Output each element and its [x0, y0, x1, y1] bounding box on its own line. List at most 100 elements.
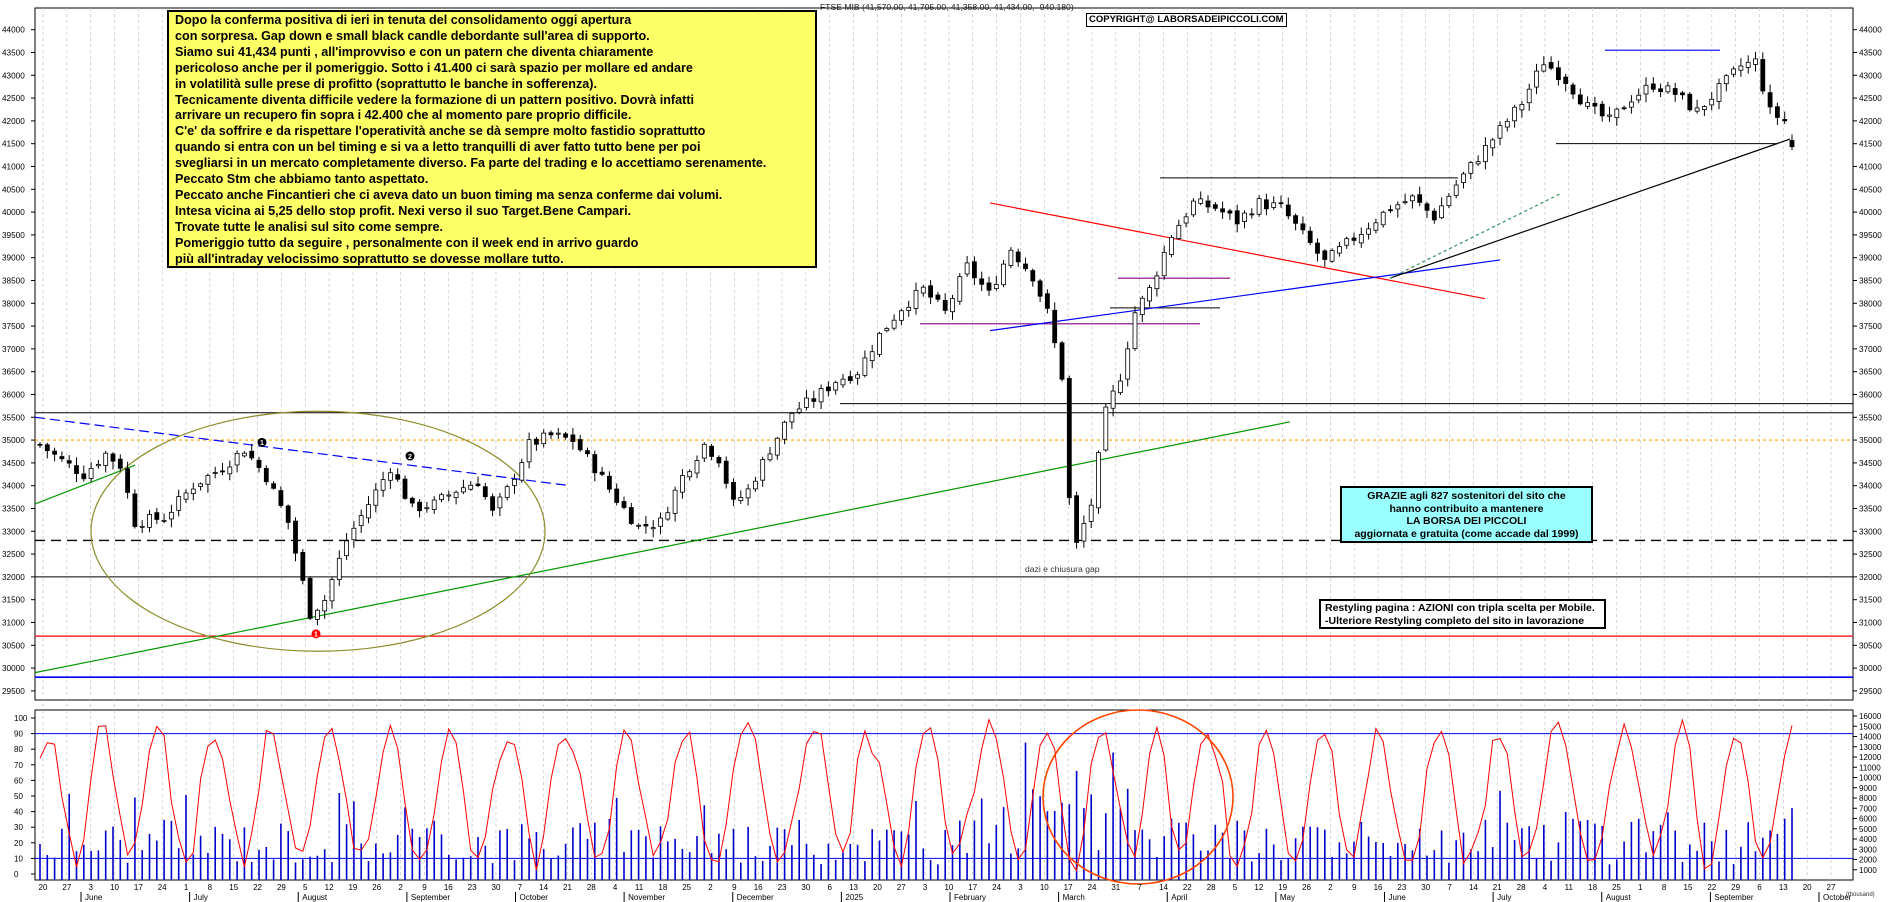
- price-tick-label-right: 35000: [1859, 436, 1882, 445]
- vol-tick-label: 12000: [1859, 753, 1882, 762]
- candle-down: [1548, 62, 1554, 69]
- candle-down: [1220, 208, 1225, 213]
- price-tick-label-right: 35500: [1859, 413, 1882, 422]
- vol-tick-label: 13000: [1859, 743, 1882, 752]
- candle-down: [59, 456, 65, 460]
- candle-up: [1380, 211, 1386, 226]
- pattern-marker-label-2: 2: [408, 454, 412, 461]
- candle-down: [1351, 237, 1357, 241]
- pattern-marker-1: [257, 437, 267, 447]
- month-tick-label: February: [954, 893, 986, 902]
- vol-tick-label: 7000: [1859, 804, 1877, 813]
- price-tick-label-left: 29500: [2, 687, 25, 696]
- candle-up: [497, 496, 503, 509]
- candle-up: [818, 388, 824, 403]
- candle-up: [1731, 68, 1736, 75]
- candle-up: [1183, 216, 1189, 224]
- candle-down: [1074, 495, 1079, 543]
- osc-tick-label: 10: [14, 854, 23, 863]
- candle-down: [1307, 230, 1313, 243]
- candle-up: [1337, 246, 1342, 254]
- candle-up: [227, 466, 233, 475]
- price-tick-label-right: 40000: [1859, 208, 1882, 217]
- candle-down: [1052, 309, 1058, 344]
- price-tick-label-left: 30000: [2, 664, 25, 673]
- candle-up: [424, 507, 430, 510]
- price-tick-label-right: 34000: [1859, 482, 1882, 491]
- price-panel-frame: [34, 7, 1854, 701]
- candle-up: [176, 496, 182, 511]
- candle-up: [920, 286, 926, 294]
- candle-up: [1147, 287, 1152, 302]
- commentary-line-4: pericoloso anche per il pomeriggio. Sott…: [175, 60, 693, 75]
- day-tick-label: 26: [372, 883, 381, 892]
- day-tick-label: 28: [587, 883, 596, 892]
- day-tick-label: 26: [1302, 883, 1311, 892]
- candle-down: [972, 261, 977, 279]
- candle-down: [482, 486, 488, 498]
- candle-down: [1037, 280, 1043, 297]
- day-tick-label: 27: [897, 883, 906, 892]
- candle-up: [1169, 236, 1174, 255]
- day-tick-label: 20: [873, 883, 882, 892]
- candle-up: [767, 453, 773, 461]
- month-tick-label: August: [302, 893, 328, 902]
- price-tick-label-right: 33000: [1859, 527, 1882, 536]
- candle-down: [1687, 93, 1693, 111]
- candle-up: [1329, 250, 1335, 262]
- candle-up: [1504, 120, 1510, 128]
- candle-up: [906, 306, 912, 311]
- candle-up: [1001, 263, 1006, 286]
- day-tick-label: 17: [1064, 883, 1073, 892]
- month-tick-label: March: [1063, 893, 1085, 902]
- candle-down: [731, 482, 736, 500]
- candle-up: [680, 475, 685, 493]
- candle-up: [387, 472, 393, 481]
- day-tick-label: 13: [849, 883, 858, 892]
- candle-up: [1497, 125, 1503, 139]
- price-tick-label-left: 37000: [2, 345, 25, 354]
- candle-down: [1556, 67, 1561, 81]
- candle-up: [1139, 297, 1145, 315]
- candle-down: [1621, 107, 1627, 110]
- pattern-marker-2: [405, 451, 415, 461]
- day-tick-label: 30: [801, 883, 810, 892]
- candle-up: [1271, 202, 1277, 208]
- price-tick-label-left: 40000: [2, 208, 25, 217]
- day-tick-label: 18: [658, 883, 667, 892]
- candle-down: [1782, 119, 1788, 122]
- day-tick-label: 22: [1183, 883, 1192, 892]
- candle-down: [847, 376, 853, 382]
- candle-up: [336, 557, 342, 580]
- candle-up: [329, 579, 335, 602]
- candle-down: [534, 438, 539, 445]
- candle-down: [409, 497, 415, 504]
- commentary-line-6: Tecnicamente diventa difficile vedere la…: [175, 92, 695, 107]
- candle-down: [1059, 342, 1065, 380]
- day-tick-label: 9: [732, 883, 737, 892]
- price-tick-label-right: 37000: [1859, 345, 1882, 354]
- month-tick-label: October: [1823, 893, 1852, 902]
- month-tick-label: December: [737, 893, 774, 902]
- month-tick-label: July: [194, 893, 208, 902]
- price-tick-label-right: 40500: [1859, 185, 1882, 194]
- osc-tick-label: 90: [14, 730, 23, 739]
- candle-down: [1315, 242, 1320, 254]
- price-tick-label-right: 44000: [1859, 26, 1882, 35]
- candle-up: [96, 464, 101, 467]
- candle-down: [607, 475, 612, 490]
- candle-up: [1008, 249, 1014, 266]
- candle-up: [1490, 139, 1496, 149]
- candle-down: [1212, 204, 1218, 209]
- candle-up: [636, 524, 641, 527]
- candle-up: [234, 452, 240, 466]
- candle-down: [1760, 59, 1766, 92]
- day-tick-label: 3: [88, 883, 93, 892]
- candle-up: [1358, 234, 1364, 244]
- candle-up: [526, 439, 532, 463]
- candle-down: [1249, 213, 1255, 216]
- osc-tick-label: 0: [14, 870, 19, 879]
- candle-up: [1366, 228, 1371, 235]
- day-tick-label: 7: [518, 883, 523, 892]
- candle-down: [1599, 103, 1605, 117]
